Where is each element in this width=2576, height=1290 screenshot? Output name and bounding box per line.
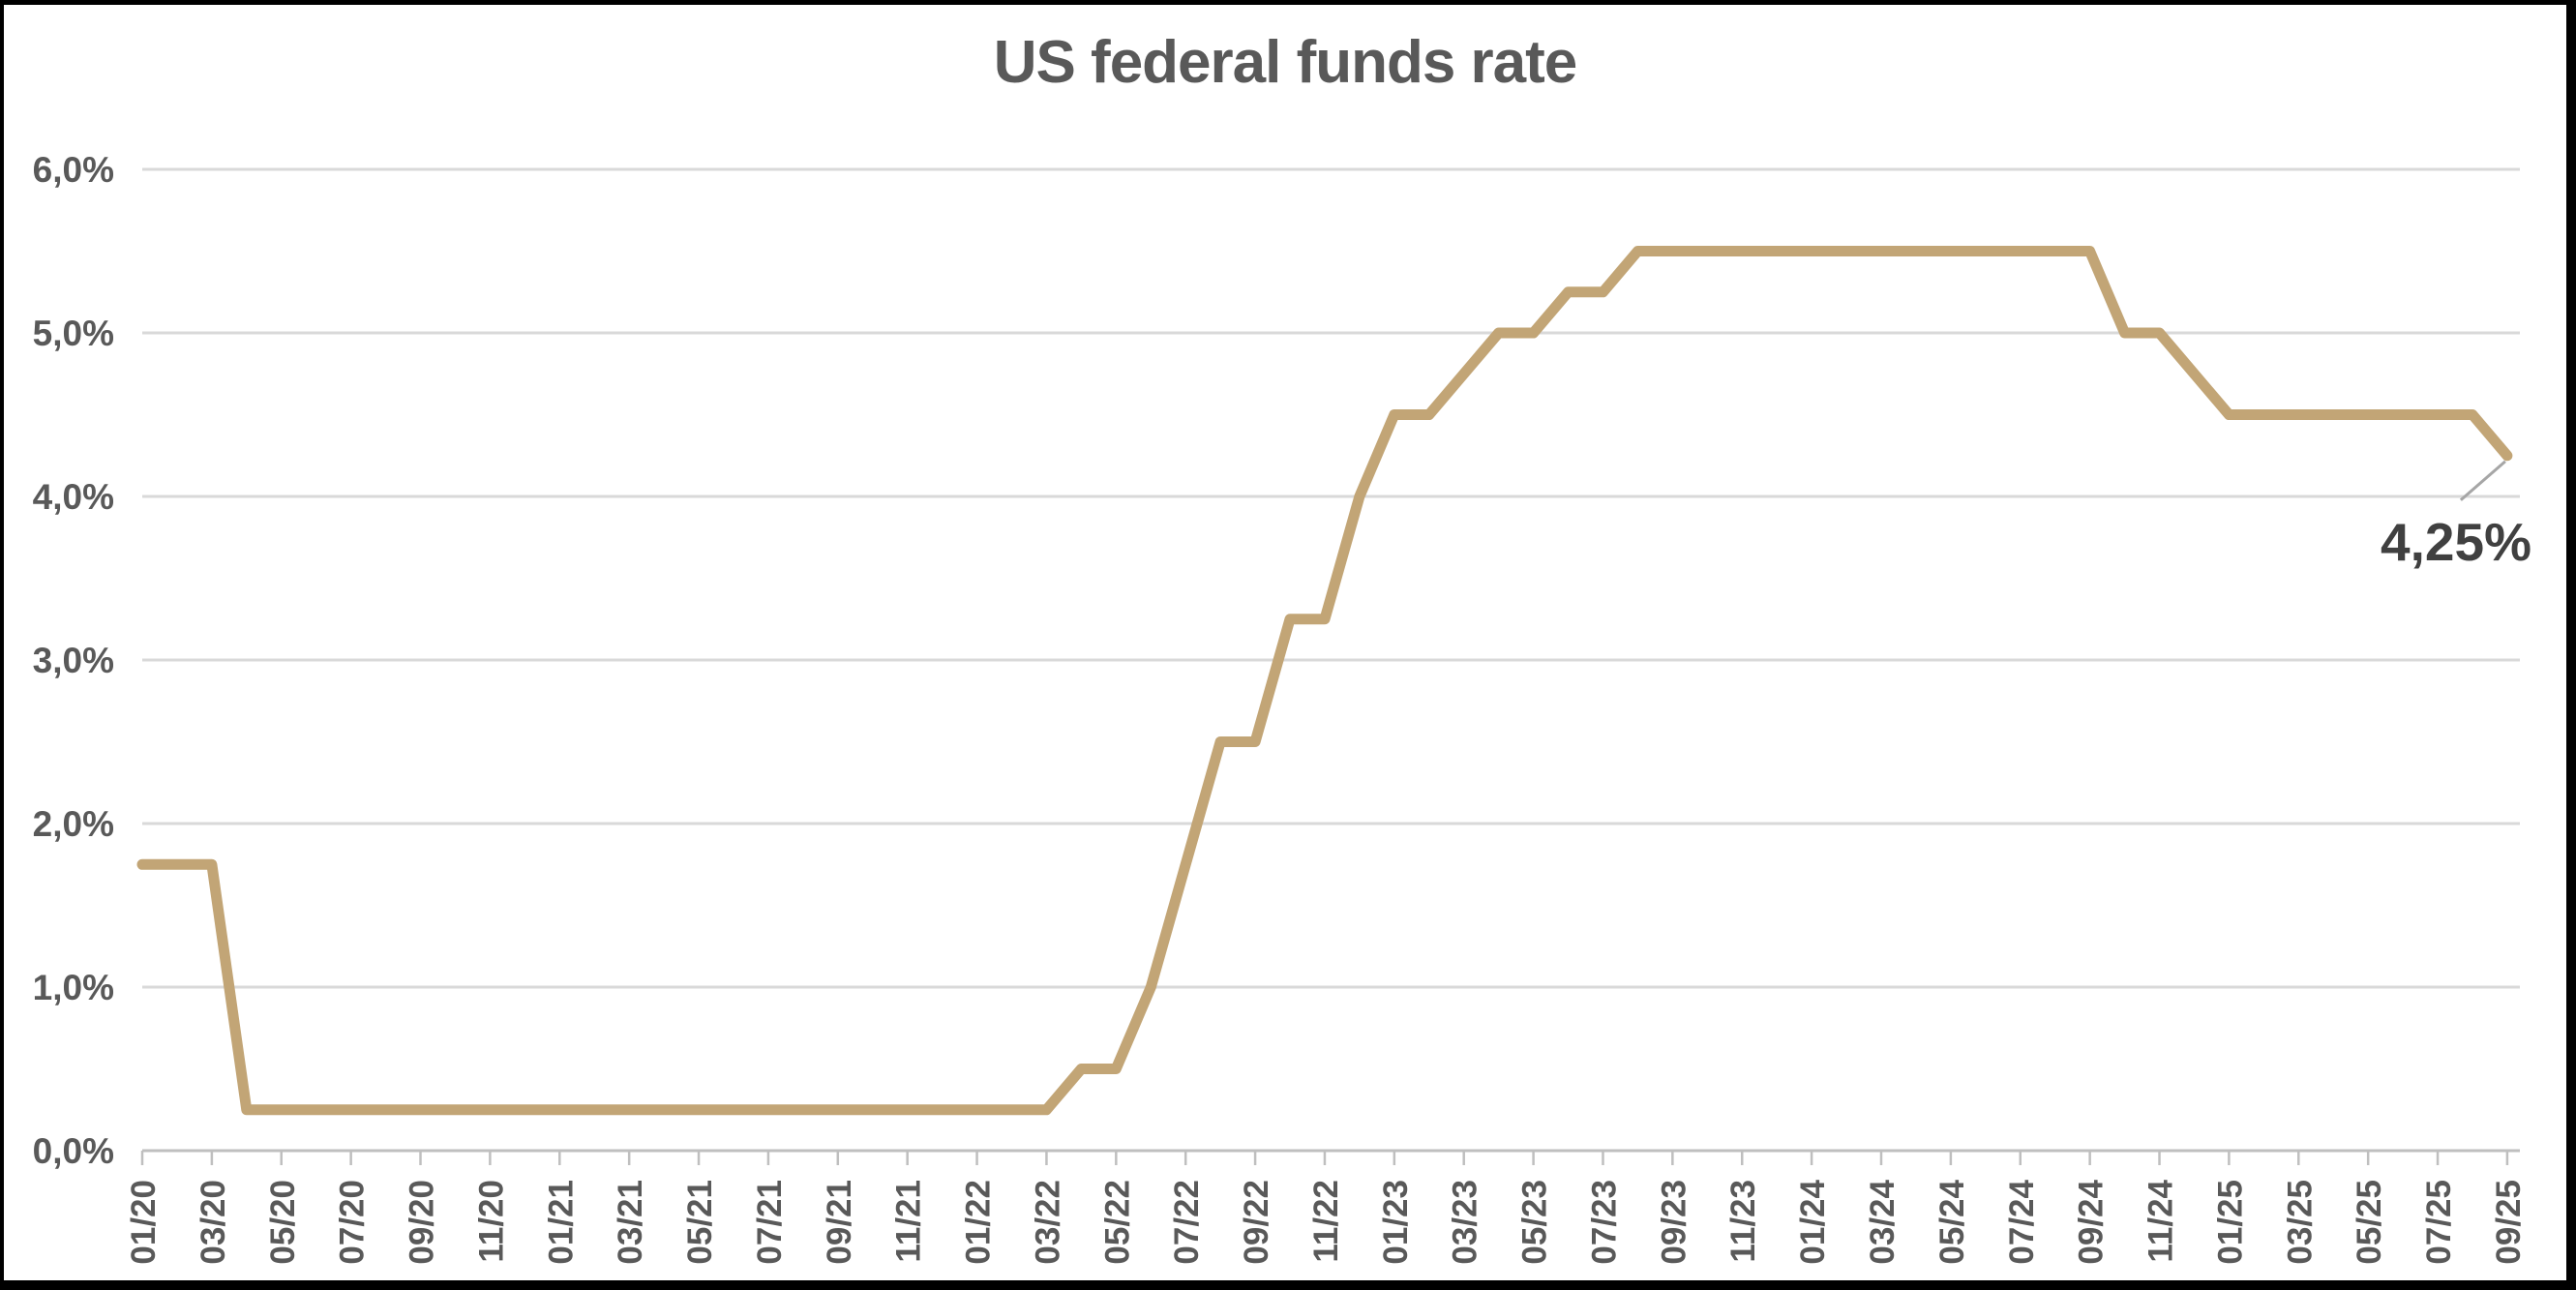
x-tick-label: 05/25 xyxy=(2351,1180,2388,1265)
x-tick-label: 03/23 xyxy=(1447,1180,1484,1265)
y-tick-label: 2,0% xyxy=(33,804,114,844)
x-tick-label: 09/22 xyxy=(1238,1180,1275,1265)
x-tick-label: 03/21 xyxy=(612,1180,649,1265)
x-tick-label: 01/21 xyxy=(542,1180,580,1265)
x-tick-label: 07/25 xyxy=(2420,1180,2458,1265)
x-tick-label: 11/21 xyxy=(890,1180,928,1263)
y-tick-label: 0,0% xyxy=(33,1131,114,1171)
chart-title: US federal funds rate xyxy=(993,29,1578,96)
data-label-leader-line xyxy=(2459,460,2506,501)
x-tick-label: 07/20 xyxy=(334,1180,372,1265)
federal-funds-rate-line-chart: 0,0% 1,0% 2,0% 3,0% 4,0% 5,0% 6,0% 01/20 03/20 05… xyxy=(33,150,2531,1265)
y-tick-label: 5,0% xyxy=(33,314,114,353)
x-tick-label: 09/23 xyxy=(1655,1180,1692,1265)
rate-line-series xyxy=(136,246,2513,1116)
x-tick-label: 05/24 xyxy=(1933,1179,1971,1264)
x-tick-label: 11/23 xyxy=(1724,1180,1762,1263)
x-tick-label: 09/20 xyxy=(404,1180,441,1265)
y-tick-label: 6,0% xyxy=(33,150,114,190)
x-tick-label: 07/21 xyxy=(751,1180,789,1265)
x-tick-label: 09/25 xyxy=(2490,1180,2528,1265)
x-tick-label: 03/25 xyxy=(2281,1180,2319,1265)
last-value-data-label: 4,25% xyxy=(2381,512,2531,572)
x-tick-label: 07/23 xyxy=(1585,1180,1623,1265)
x-tick-label: 05/21 xyxy=(681,1180,719,1265)
x-tick-label: 03/22 xyxy=(1029,1180,1066,1265)
x-tick-label: 11/22 xyxy=(1307,1180,1345,1263)
x-tick-label: 07/22 xyxy=(1168,1180,1206,1265)
x-tick-label: 03/20 xyxy=(195,1180,232,1265)
x-tick-label: 01/20 xyxy=(125,1180,163,1265)
x-tick-label: 07/24 xyxy=(2003,1179,2041,1264)
x-tick-label: 01/22 xyxy=(960,1180,998,1265)
x-tick-label: 05/20 xyxy=(264,1180,302,1265)
y-tick-label: 1,0% xyxy=(33,968,114,1007)
x-tick-label: 09/24 xyxy=(2073,1179,2111,1264)
y-tick-label: 4,0% xyxy=(33,477,114,517)
x-tick-label: 09/21 xyxy=(821,1180,858,1265)
x-tick-label: 01/24 xyxy=(1794,1179,1832,1264)
x-tick-label: 01/23 xyxy=(1377,1180,1415,1265)
x-tick-label: 01/25 xyxy=(2211,1180,2249,1265)
y-tick-label: 3,0% xyxy=(33,641,114,680)
x-tick-label: 03/24 xyxy=(1864,1179,1902,1264)
x-tick-label: 11/24 xyxy=(2142,1179,2180,1262)
x-tick-label: 05/23 xyxy=(1516,1180,1554,1265)
x-tick-label: 11/20 xyxy=(472,1180,510,1263)
x-tick-label: 05/22 xyxy=(1098,1180,1136,1265)
